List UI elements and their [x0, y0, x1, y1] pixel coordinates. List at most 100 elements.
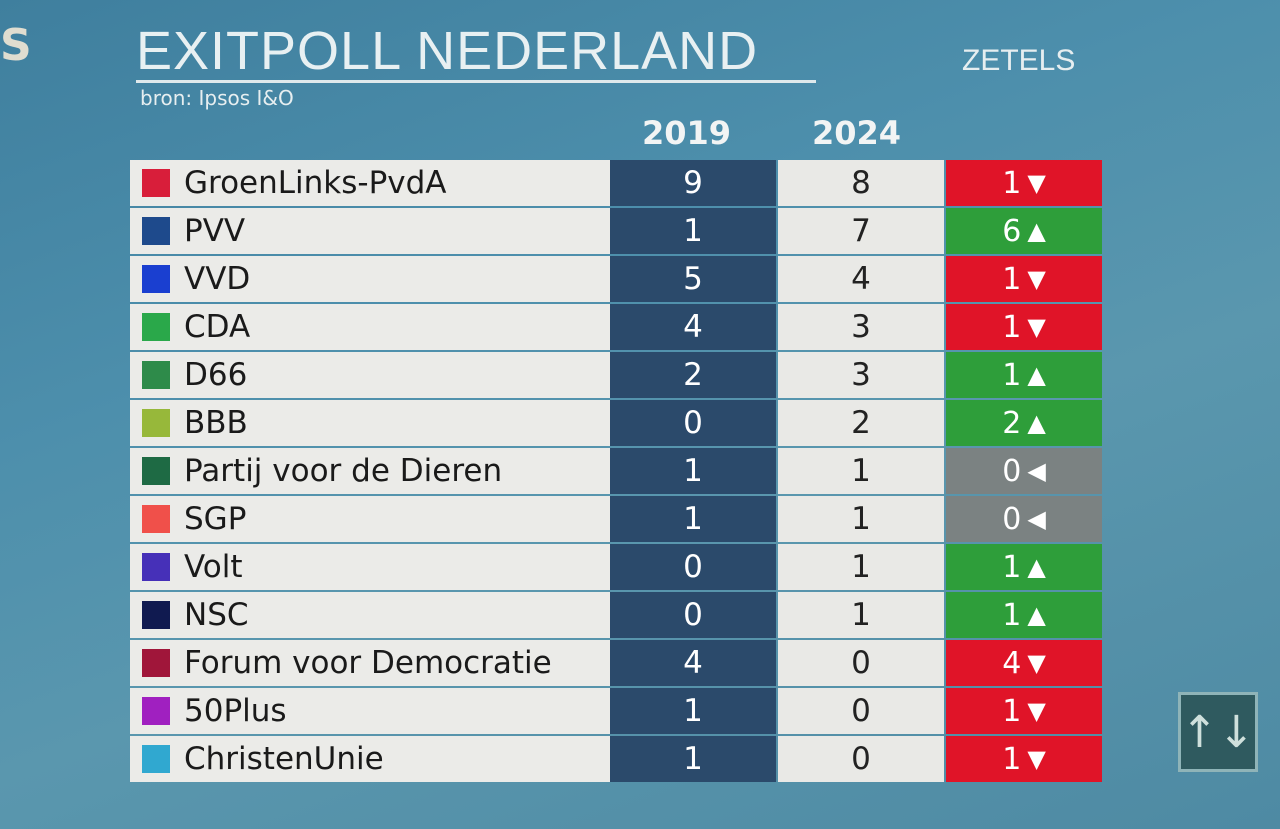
seat-change: 1 ▼	[946, 256, 1102, 302]
change-up-icon: ▲	[1027, 601, 1046, 629]
change-value: 1	[1002, 261, 1022, 297]
party-name: VVD	[184, 261, 251, 297]
sort-button[interactable]: ↑↓	[1178, 692, 1258, 772]
seat-change: 1 ▲	[946, 352, 1102, 398]
source-label: bron: Ipsos I&O	[140, 86, 294, 110]
seat-change: 1 ▲	[946, 592, 1102, 638]
change-value: 1	[1002, 597, 1022, 633]
seats-2019: 1	[610, 496, 776, 542]
results-table: GroenLinks-PvdA 9 8 1 ▼ PVV 1 7 6 ▲ VVD …	[130, 160, 1105, 784]
party-cell: Partij voor de Dieren	[130, 448, 610, 494]
seat-change: 1 ▼	[946, 160, 1102, 206]
seats-2024: 3	[778, 352, 944, 398]
change-same-icon: ◀	[1027, 505, 1046, 533]
seats-2019: 4	[610, 640, 776, 686]
table-row: CDA 4 3 1 ▼	[130, 304, 1105, 350]
change-down-icon: ▼	[1027, 313, 1046, 341]
table-row: ChristenUnie 1 0 1 ▼	[130, 736, 1105, 782]
party-name: CDA	[184, 309, 251, 345]
party-color-swatch	[142, 505, 170, 533]
seats-2024: 0	[778, 640, 944, 686]
party-color-swatch	[142, 217, 170, 245]
seats-2019: 1	[610, 736, 776, 782]
party-cell: D66	[130, 352, 610, 398]
change-value: 4	[1002, 645, 1022, 681]
table-row: SGP 1 1 0 ◀	[130, 496, 1105, 542]
party-cell: VVD	[130, 256, 610, 302]
change-down-icon: ▼	[1027, 745, 1046, 773]
seats-2019: 1	[610, 448, 776, 494]
table-row: D66 2 3 1 ▲	[130, 352, 1105, 398]
party-color-swatch	[142, 553, 170, 581]
table-row: 50Plus 1 0 1 ▼	[130, 688, 1105, 734]
party-name: Forum voor Democratie	[184, 645, 552, 681]
change-down-icon: ▼	[1027, 697, 1046, 725]
party-color-swatch	[142, 745, 170, 773]
seat-change: 1 ▼	[946, 688, 1102, 734]
table-row: PVV 1 7 6 ▲	[130, 208, 1105, 254]
party-color-swatch	[142, 457, 170, 485]
party-name: D66	[184, 357, 248, 393]
party-name: GroenLinks-PvdA	[184, 165, 447, 201]
party-color-swatch	[142, 649, 170, 677]
change-down-icon: ▼	[1027, 649, 1046, 677]
seats-2024: 7	[778, 208, 944, 254]
seats-2019: 4	[610, 304, 776, 350]
seat-change: 6 ▲	[946, 208, 1102, 254]
seats-2019: 2	[610, 352, 776, 398]
change-value: 0	[1002, 453, 1022, 489]
party-cell: Forum voor Democratie	[130, 640, 610, 686]
party-name: Volt	[184, 549, 243, 585]
change-up-icon: ▲	[1027, 361, 1046, 389]
party-name: NSC	[184, 597, 249, 633]
party-name: Partij voor de Dieren	[184, 453, 503, 489]
party-color-swatch	[142, 313, 170, 341]
party-name: 50Plus	[184, 693, 287, 729]
seats-2024: 1	[778, 496, 944, 542]
seats-2019: 0	[610, 544, 776, 590]
change-down-icon: ▼	[1027, 265, 1046, 293]
change-value: 2	[1002, 405, 1022, 441]
seats-2024: 4	[778, 256, 944, 302]
table-row: NSC 0 1 1 ▲	[130, 592, 1105, 638]
party-cell: ChristenUnie	[130, 736, 610, 782]
party-color-swatch	[142, 361, 170, 389]
change-value: 1	[1002, 309, 1022, 345]
change-down-icon: ▼	[1027, 169, 1046, 197]
column-header-2024: 2024	[812, 114, 902, 152]
party-cell: Volt	[130, 544, 610, 590]
page-title: EXITPOLL NEDERLAND	[136, 21, 759, 81]
seats-2024: 2	[778, 400, 944, 446]
party-color-swatch	[142, 697, 170, 725]
seats-label: ZETELS	[962, 44, 1076, 77]
side-letter: S	[0, 20, 32, 71]
party-name: SGP	[184, 501, 247, 537]
table-row: Forum voor Democratie 4 0 4 ▼	[130, 640, 1105, 686]
change-up-icon: ▲	[1027, 217, 1046, 245]
seats-2019: 9	[610, 160, 776, 206]
change-value: 1	[1002, 357, 1022, 393]
seats-2019: 0	[610, 592, 776, 638]
seats-2019: 1	[610, 208, 776, 254]
party-cell: PVV	[130, 208, 610, 254]
seat-change: 2 ▲	[946, 400, 1102, 446]
seats-2024: 0	[778, 688, 944, 734]
party-cell: GroenLinks-PvdA	[130, 160, 610, 206]
seats-2019: 0	[610, 400, 776, 446]
change-value: 1	[1002, 549, 1022, 585]
change-value: 0	[1002, 501, 1022, 537]
party-color-swatch	[142, 601, 170, 629]
seats-2024: 1	[778, 592, 944, 638]
title-underline	[136, 80, 816, 83]
seats-2024: 3	[778, 304, 944, 350]
party-cell: SGP	[130, 496, 610, 542]
seat-change: 1 ▼	[946, 304, 1102, 350]
change-up-icon: ▲	[1027, 409, 1046, 437]
party-cell: BBB	[130, 400, 610, 446]
sort-arrows-icon: ↑↓	[1181, 706, 1255, 758]
table-row: VVD 5 4 1 ▼	[130, 256, 1105, 302]
seats-2024: 8	[778, 160, 944, 206]
party-name: PVV	[184, 213, 246, 249]
seats-2024: 1	[778, 544, 944, 590]
party-cell: NSC	[130, 592, 610, 638]
